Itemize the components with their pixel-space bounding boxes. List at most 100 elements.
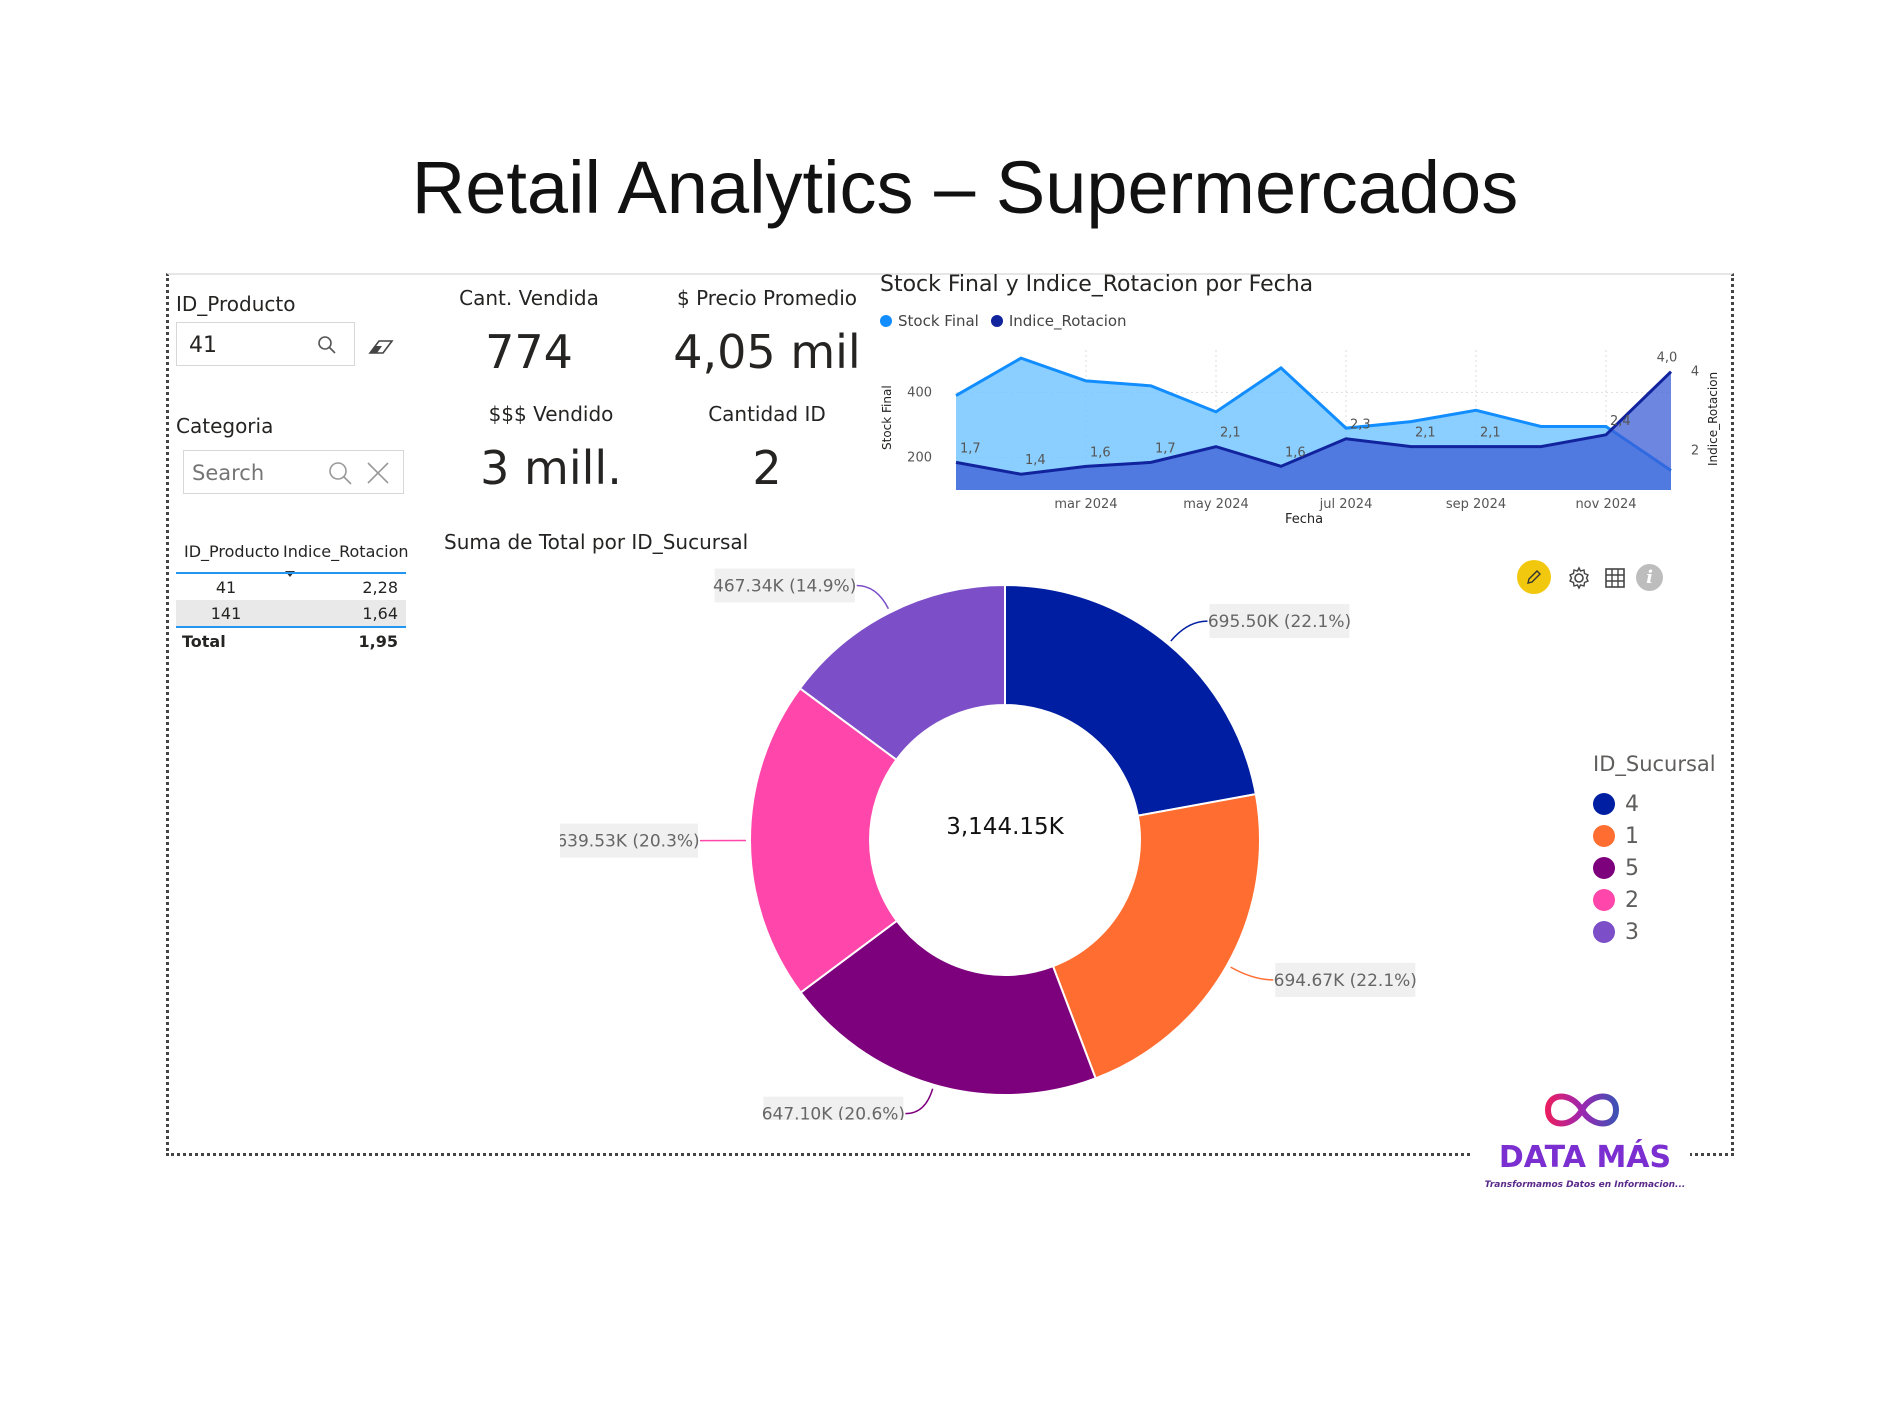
legend-dot xyxy=(1593,921,1615,943)
id-producto-slicer-input[interactable]: 41 xyxy=(176,322,355,366)
line-chart-title: Stock Final y Indice_Rotacion por Fecha xyxy=(880,272,1314,297)
x-tick-label: may 2024 xyxy=(1183,497,1249,512)
donut-label-bg xyxy=(1209,604,1350,639)
stock-final-line xyxy=(955,356,1672,472)
table-total-divider xyxy=(176,626,406,628)
legend-label: 2 xyxy=(1625,887,1639,913)
donut-chart[interactable]: 695.50K (22.1%) 694.67K (22.1%) 647.10K (2… xyxy=(560,560,1440,1120)
settings-icon[interactable] xyxy=(1564,563,1594,593)
table-header-indice[interactable]: Indice_Rotacion xyxy=(283,542,409,561)
donut-data-label: 647.10K (20.6%) xyxy=(762,1105,905,1120)
page-title: Retail Analytics – Supermercados xyxy=(411,146,1519,229)
donut-data-label: 694.67K (22.1%) xyxy=(1274,971,1417,991)
indice-data-label: 2,3 xyxy=(1350,418,1371,433)
line-chart-xlabel: Fecha xyxy=(1285,512,1324,527)
y-left-tick-label: 400 xyxy=(907,385,932,400)
indice-rotacion-line xyxy=(955,370,1673,476)
y-left-tick-label: 200 xyxy=(907,450,932,465)
categoria-search-input[interactable] xyxy=(190,459,324,487)
y-right-tick-label: 2 xyxy=(1691,444,1699,459)
table-row[interactable]: 141 1,64 xyxy=(176,600,406,626)
legend-item[interactable]: 1 xyxy=(1593,820,1639,852)
table-icon[interactable] xyxy=(1600,563,1630,593)
indice-data-label: 2,1 xyxy=(1480,426,1501,441)
legend-label: 1 xyxy=(1625,823,1639,849)
donut-slices xyxy=(749,583,1261,1096)
legend-item[interactable]: 4 xyxy=(1593,788,1639,820)
indice-data-label: 1,7 xyxy=(1155,441,1176,456)
kpi-cant-vendida-label: Cant. Vendida xyxy=(459,286,599,310)
kpi-cant-vendida-value: 774 xyxy=(485,325,573,379)
line-chart-legend: Stock Final Indice_Rotacion xyxy=(880,312,1127,330)
x-tick-label: jul 2024 xyxy=(1319,497,1373,512)
kpi-precio-promedio-label: $ Precio Promedio xyxy=(676,286,858,310)
clear-icon[interactable] xyxy=(366,461,390,489)
donut-label-bg xyxy=(714,568,855,603)
indice-data-label: 2,1 xyxy=(1415,426,1436,441)
indice-rotacion-area xyxy=(956,371,1671,490)
ylabel-left-text: Stock Final xyxy=(880,385,894,450)
legend-label-stock[interactable]: Stock Final xyxy=(898,312,979,330)
x-tick-label: sep 2024 xyxy=(1446,497,1506,512)
donut-label-bg xyxy=(1275,962,1416,997)
table-header-id[interactable]: ID_Producto xyxy=(184,542,280,561)
legend-dot-indice xyxy=(990,315,1003,327)
legend-label-indice[interactable]: Indice_Rotacion xyxy=(1008,312,1127,330)
table-cell-id: 141 xyxy=(210,604,242,623)
table-row[interactable]: 41 2,28 xyxy=(176,574,406,600)
table-cell-indice: 2,28 xyxy=(362,578,398,597)
indice-data-label: 1,4 xyxy=(1025,453,1046,468)
donut-label-bg xyxy=(560,823,699,858)
donut-callouts: 695.50K (22.1%) 694.67K (22.1%) 647.10K (2… xyxy=(560,568,1417,1120)
id-producto-value: 41 xyxy=(189,333,217,358)
eraser-icon[interactable] xyxy=(366,332,396,362)
donut-legend-title: ID_Sucursal xyxy=(1593,752,1716,776)
logo-brand: DATA MÁS xyxy=(1498,1140,1672,1175)
info-icon[interactable]: i xyxy=(1636,564,1663,591)
indice-data-label: 2,4 xyxy=(1610,414,1631,429)
donut-chart-title: Suma de Total por ID_Sucursal xyxy=(444,530,749,554)
donut-slice xyxy=(799,919,1097,1096)
table-total-value: 1,95 xyxy=(358,632,398,651)
table-total-label: Total xyxy=(182,632,226,651)
legend-label: 4 xyxy=(1625,791,1639,817)
table-cell-id: 41 xyxy=(215,578,237,597)
logo-tagline: Transformamos Datos en Informacion... xyxy=(1484,1180,1686,1190)
table-cell-indice: 1,64 xyxy=(362,604,398,623)
logo-infinity-icon xyxy=(1540,1082,1624,1142)
legend-item[interactable]: 2 xyxy=(1593,884,1639,916)
legend-dot xyxy=(1593,793,1615,815)
x-tick-label: nov 2024 xyxy=(1575,497,1636,512)
line-chart-ylabel-right: Indice_Rotacion xyxy=(1706,371,1720,466)
donut-data-label: 639.53K (20.3%) xyxy=(560,832,700,852)
search-icon[interactable] xyxy=(327,460,353,490)
line-chart-data-labels: 1,7 1,4 1,6 1,7 2,1 1,6 2,3 2,1 2,1 2,4 4,0 xyxy=(960,351,1677,469)
kpi-precio-promedio-value: 4,05 mil xyxy=(673,325,861,379)
legend-label: 5 xyxy=(1625,855,1639,881)
edit-icon[interactable] xyxy=(1517,560,1551,594)
legend-dot xyxy=(1593,889,1615,911)
kpi-cantidad-id-label: Cantidad ID xyxy=(708,402,826,426)
donut-slice xyxy=(1051,792,1261,1080)
categoria-slicer-label: Categoria xyxy=(176,414,274,438)
donut-data-label: 695.50K (22.1%) xyxy=(1208,612,1351,632)
search-icon[interactable] xyxy=(317,335,337,359)
indice-data-label: 4,0 xyxy=(1657,351,1678,366)
indice-data-label: 1,6 xyxy=(1285,445,1306,460)
report-canvas xyxy=(166,273,1734,1156)
categoria-search-box[interactable] xyxy=(183,450,404,494)
legend-item[interactable]: 5 xyxy=(1593,852,1639,884)
x-tick-label: mar 2024 xyxy=(1054,497,1117,512)
legend-dot xyxy=(1593,857,1615,879)
donut-leader-line xyxy=(856,584,890,610)
y-right-tick-label: 4 xyxy=(1691,365,1699,380)
legend-item[interactable]: 3 xyxy=(1593,916,1639,948)
line-chart[interactable]: 1,7 1,4 1,6 1,7 2,1 1,6 2,3 2,1 2,1 2,4 4,0 mar 20… xyxy=(876,340,1736,540)
indice-data-label: 1,7 xyxy=(960,441,981,456)
donut-center-label: 3,144.15K xyxy=(946,814,1064,840)
legend-dot-stock xyxy=(880,315,892,327)
donut-slice xyxy=(749,686,899,994)
line-chart-axes: mar 2024 may 2024 jul 2024 sep 2024 nov 2024… xyxy=(907,365,1699,512)
donut-legend: 4 1 5 2 3 xyxy=(1593,788,1639,948)
indice-data-label: 2,1 xyxy=(1220,426,1241,441)
